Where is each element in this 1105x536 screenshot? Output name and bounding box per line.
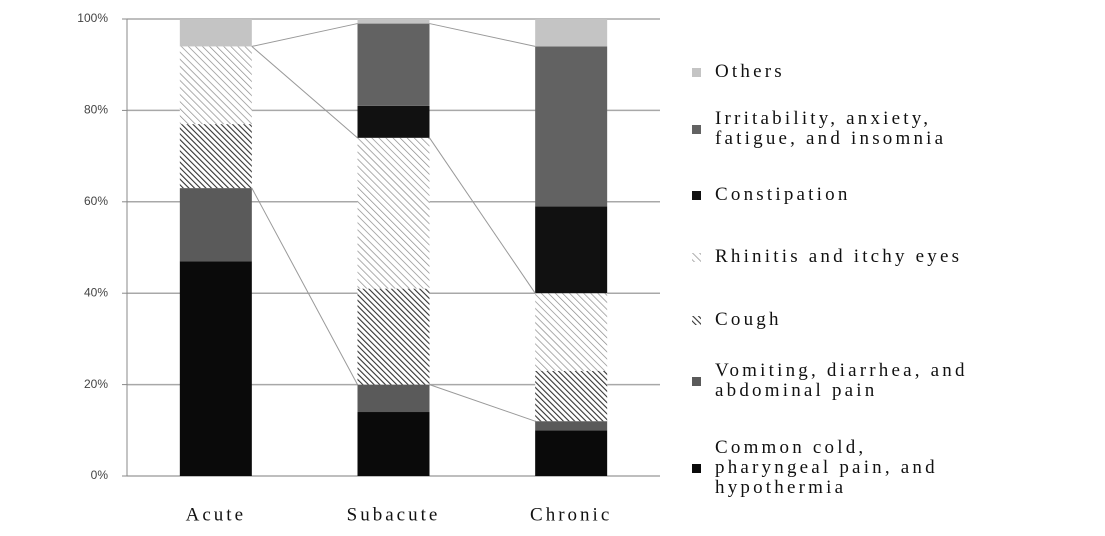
y-tick-label: 100% <box>77 11 108 25</box>
series-line <box>251 187 358 385</box>
bar-segment <box>535 370 608 422</box>
series-line <box>429 384 536 422</box>
legend-label: Constipation <box>715 184 851 205</box>
bar-segment <box>357 137 430 289</box>
legend-label: Irritability, anxiety, fatigue, and inso… <box>715 108 947 149</box>
legend-item: Irritability, anxiety, fatigue, and inso… <box>692 109 946 149</box>
bar-segment <box>357 19 430 24</box>
bar-segment <box>179 19 252 47</box>
series-line <box>251 23 358 47</box>
legend-item: Common cold, pharyngeal pain, and hypoth… <box>692 438 938 498</box>
y-tick-label: 40% <box>84 285 108 299</box>
bar-segment <box>357 412 430 476</box>
legend-item: Rhinitis and itchy eyes <box>692 247 962 267</box>
legend-swatch <box>692 190 701 200</box>
series-line <box>429 137 536 294</box>
bar-segment <box>357 288 430 385</box>
y-tick-label: 20% <box>84 377 108 391</box>
bar-segment <box>357 105 430 138</box>
legend-label: Vomiting, diarrhea, and abdominal pain <box>715 360 968 401</box>
bar-segment <box>535 46 608 207</box>
legend-label: Common cold, pharyngeal pain, and hypoth… <box>715 437 938 498</box>
bar-segment <box>535 206 608 294</box>
y-tick-label: 80% <box>84 103 108 117</box>
legend-item: Constipation <box>692 185 851 205</box>
legend-swatch <box>692 463 701 473</box>
series-line <box>429 23 536 47</box>
series-line <box>251 46 358 139</box>
bar-segment <box>535 421 608 431</box>
bar-segment <box>535 19 608 47</box>
legend-label: Cough <box>715 309 782 330</box>
bar-segment <box>535 430 608 476</box>
bar-segment <box>535 293 608 371</box>
y-tick-label: 60% <box>84 194 108 208</box>
legend-swatch <box>692 315 701 325</box>
legend-swatch <box>692 124 701 134</box>
legend-item: Others <box>692 62 785 82</box>
x-tick-label: Chronic <box>530 504 612 525</box>
bar-segment <box>179 188 252 262</box>
legend-label: Rhinitis and itchy eyes <box>715 246 963 267</box>
bar-segment <box>179 261 252 476</box>
legend-item: Vomiting, diarrhea, and abdominal pain <box>692 361 968 401</box>
x-tick-label: Acute <box>186 504 246 525</box>
bar-segment <box>179 46 252 125</box>
bar-segment <box>357 384 430 413</box>
legend-swatch <box>692 67 701 77</box>
bar-segment <box>179 124 252 189</box>
y-tick-label: 0% <box>91 468 109 482</box>
legend-label: Others <box>715 61 785 82</box>
legend-swatch <box>692 252 701 262</box>
x-tick-label: Subacute <box>347 504 441 525</box>
legend-item: Cough <box>692 310 782 330</box>
bar-segment <box>357 23 430 106</box>
legend-swatch <box>692 376 701 386</box>
